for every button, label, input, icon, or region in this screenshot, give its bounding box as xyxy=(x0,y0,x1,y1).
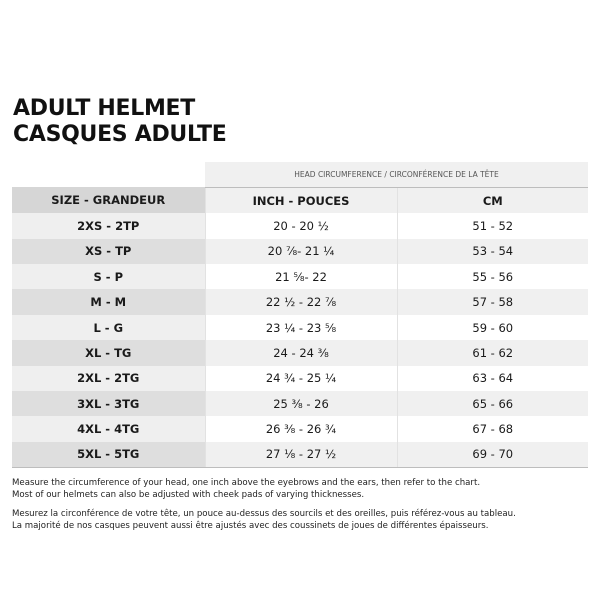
size-cell: 2XL - 2TG xyxy=(12,365,205,392)
table-row: 4XL - 4TG 26 ⅜ - 26 ¾ 67 - 68 xyxy=(12,416,589,442)
column-header-cm: CM xyxy=(396,187,589,214)
cm-cell: 59 - 60 xyxy=(396,314,589,341)
cm-cell: 69 - 70 xyxy=(396,441,589,469)
size-chart-table: HEAD CIRCUMFERENCE / CIRCONFÉRENCE DE LA… xyxy=(12,162,589,469)
table-row: S - P 21 ⅝- 22 55 - 56 xyxy=(12,264,589,290)
size-cell: 4XL - 4TG xyxy=(12,416,205,442)
cm-cell: 61 - 62 xyxy=(396,340,589,366)
size-cell: 5XL - 5TG xyxy=(12,441,205,469)
inch-cell: 20 ⅞- 21 ¼ xyxy=(204,238,397,265)
inch-cell: 25 ⅜ - 26 xyxy=(204,391,397,417)
title-french: CASQUES ADULTE xyxy=(13,122,227,147)
size-cell: XL - TG xyxy=(12,340,205,366)
column-header-inch: INCH - POUCES xyxy=(204,187,397,214)
head-circumference-header: HEAD CIRCUMFERENCE / CIRCONFÉRENCE DE LA… xyxy=(205,162,589,188)
inch-cell: 21 ⅝- 22 xyxy=(204,264,397,290)
table-row: 5XL - 5TG 27 ⅛ - 27 ½ 69 - 70 xyxy=(12,441,589,469)
table-row: L - G 23 ¼ - 23 ⅝ 59 - 60 xyxy=(12,314,589,341)
table-row: XS - TP 20 ⅞- 21 ¼ 53 - 54 xyxy=(12,238,589,265)
cm-cell: 57 - 58 xyxy=(396,289,589,315)
size-cell: M - M xyxy=(12,289,205,315)
cm-cell: 53 - 54 xyxy=(396,238,589,265)
instructions: Measure the circumference of your head, … xyxy=(12,478,516,540)
table-row: M - M 22 ½ - 22 ⅞ 57 - 58 xyxy=(12,289,589,315)
note-english-1: Measure the circumference of your head, … xyxy=(12,478,481,488)
title-english: ADULT HELMET xyxy=(13,96,195,121)
table-row: XL - TG 24 - 24 ⅜ 61 - 62 xyxy=(12,340,589,366)
inch-cell: 23 ¼ - 23 ⅝ xyxy=(204,314,397,341)
inch-cell: 27 ⅛ - 27 ½ xyxy=(204,441,397,469)
group-header-row: HEAD CIRCUMFERENCE / CIRCONFÉRENCE DE LA… xyxy=(12,162,589,188)
size-cell: XS - TP xyxy=(12,238,205,265)
inch-cell: 24 ¾ - 25 ¼ xyxy=(204,365,397,392)
size-cell: L - G xyxy=(12,314,205,341)
column-header-row: SIZE - GRANDEUR INCH - POUCES CM xyxy=(12,187,589,214)
note-english-2: Most of our helmets can also be adjusted… xyxy=(12,489,365,500)
inch-cell: 20 - 20 ½ xyxy=(204,213,397,239)
cm-cell: 51 - 52 xyxy=(396,213,589,239)
size-cell: S - P xyxy=(12,264,205,290)
table-row: 2XS - 2TP 20 - 20 ½ 51 - 52 xyxy=(12,213,589,239)
table-row: 2XL - 2TG 24 ¾ - 25 ¼ 63 - 64 xyxy=(12,365,589,392)
column-header-size: SIZE - GRANDEUR xyxy=(12,187,205,214)
size-cell: 3XL - 3TG xyxy=(12,391,205,417)
inch-cell: 26 ⅜ - 26 ¾ xyxy=(204,416,397,442)
note-french-1: Mesurez la circonférence de votre tête, … xyxy=(12,509,516,519)
cm-cell: 55 - 56 xyxy=(396,264,589,290)
blank-cell xyxy=(12,162,205,188)
cm-cell: 67 - 68 xyxy=(396,416,589,442)
cm-cell: 63 - 64 xyxy=(396,365,589,392)
note-french-2: La majorité de nos casques peuvent aussi… xyxy=(12,520,489,531)
inch-cell: 24 - 24 ⅜ xyxy=(204,340,397,366)
cm-cell: 65 - 66 xyxy=(396,391,589,417)
table-row: 3XL - 3TG 25 ⅜ - 26 65 - 66 xyxy=(12,391,589,417)
inch-cell: 22 ½ - 22 ⅞ xyxy=(204,289,397,315)
size-cell: 2XS - 2TP xyxy=(12,213,205,239)
page-title: ADULT HELMET CASQUES ADULTE xyxy=(13,96,227,148)
